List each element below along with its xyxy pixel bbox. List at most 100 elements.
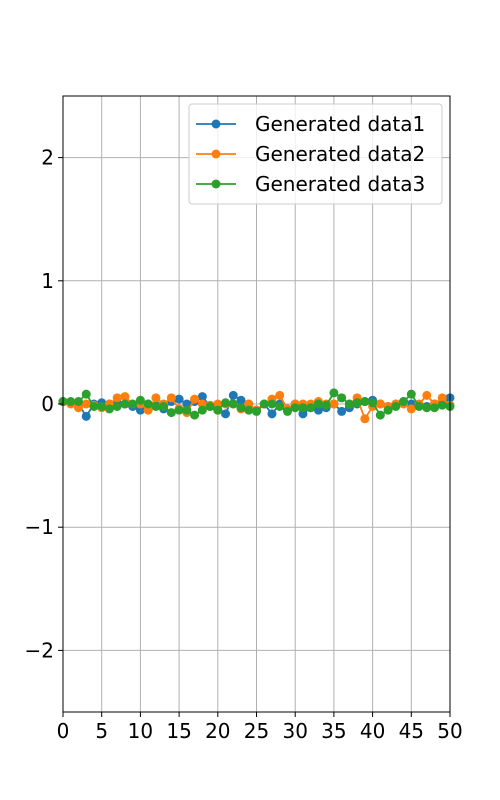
x-tick-label: 20 — [205, 719, 230, 743]
data-point — [135, 405, 145, 415]
data-point — [298, 403, 308, 413]
legend-entry: Generated data2 — [196, 142, 425, 166]
data-point — [213, 405, 223, 415]
data-point — [120, 399, 130, 409]
data-point — [360, 414, 370, 424]
y-tick-label: −2 — [25, 638, 54, 662]
data-point — [221, 398, 231, 408]
data-point — [81, 399, 91, 409]
data-point — [120, 392, 130, 402]
data-point — [159, 401, 169, 411]
data-point — [259, 399, 269, 409]
data-point — [228, 399, 238, 409]
x-tick-label: 45 — [399, 719, 424, 743]
data-point — [430, 403, 440, 413]
data-point — [337, 393, 347, 403]
data-point — [313, 399, 323, 409]
data-point — [174, 405, 184, 415]
x-tick-label: 10 — [128, 719, 153, 743]
data-point — [375, 410, 385, 420]
legend: Generated data1 Generated data2 Generated … — [188, 103, 443, 205]
y-tick-label: 0 — [41, 392, 54, 416]
data-point — [414, 401, 424, 411]
data-point — [97, 401, 107, 411]
data-point — [267, 399, 277, 409]
data-point — [112, 393, 122, 403]
y-tick-label: −1 — [25, 515, 54, 539]
data-point — [406, 404, 416, 414]
data-point — [329, 388, 339, 398]
data-point — [275, 390, 285, 400]
data-point — [282, 406, 292, 416]
x-tick-label: 25 — [244, 719, 269, 743]
data-point — [66, 397, 76, 407]
legend-marker — [211, 149, 221, 159]
series-3 — [58, 388, 455, 420]
data-point — [321, 400, 331, 410]
legend-label: Generated data3 — [255, 172, 425, 196]
x-tick-label: 50 — [437, 719, 462, 743]
x-tick-label: 15 — [166, 719, 191, 743]
data-point — [166, 408, 176, 418]
data-point — [406, 389, 416, 399]
data-point — [104, 404, 114, 414]
data-point — [375, 399, 385, 409]
data-point — [383, 405, 393, 415]
y-axis: −2 −1 0 1 2 — [25, 146, 63, 662]
y-tick-label: 1 — [41, 269, 54, 293]
legend-box — [188, 103, 443, 205]
x-tick-label: 30 — [282, 719, 307, 743]
data-point — [151, 393, 161, 403]
y-tick-label: 2 — [41, 146, 54, 170]
data-point — [143, 405, 153, 415]
data-point — [190, 394, 200, 404]
legend-entry: Generated data1 — [196, 112, 425, 136]
x-tick-label: 35 — [321, 719, 346, 743]
legend-marker — [211, 119, 221, 129]
data-point — [73, 397, 83, 407]
data-point — [89, 401, 99, 411]
legend-entry: Generated data3 — [196, 172, 425, 196]
data-point — [81, 411, 91, 421]
data-point — [252, 406, 261, 416]
data-point — [437, 393, 447, 403]
legend-label: Generated data1 — [255, 112, 425, 136]
data-point — [213, 399, 223, 409]
data-point — [352, 398, 362, 408]
data-point — [298, 409, 308, 419]
data-point — [422, 403, 432, 413]
data-point — [244, 399, 254, 409]
data-point — [205, 401, 215, 411]
data-point — [182, 405, 192, 415]
data-point — [437, 400, 447, 410]
data-point — [244, 405, 254, 415]
x-tick-label: 5 — [95, 719, 108, 743]
data-point — [128, 399, 138, 409]
data-point — [81, 389, 91, 399]
data-point — [73, 403, 83, 413]
x-tick-label: 40 — [360, 719, 385, 743]
data-point — [143, 399, 153, 409]
data-point — [135, 395, 145, 405]
series-layer — [58, 388, 455, 424]
data-point — [360, 397, 370, 407]
data-point — [337, 406, 347, 416]
data-point — [368, 398, 378, 408]
data-point — [290, 403, 300, 413]
data-point — [221, 409, 231, 419]
data-point — [399, 397, 409, 407]
x-tick-label: 0 — [57, 719, 70, 743]
data-point — [197, 399, 207, 409]
data-point — [344, 399, 354, 409]
data-point — [228, 390, 238, 400]
data-point — [391, 401, 401, 411]
data-point — [422, 390, 432, 400]
data-point — [329, 399, 339, 409]
data-point — [236, 395, 246, 405]
legend-marker — [211, 179, 221, 189]
legend-label: Generated data2 — [255, 142, 425, 166]
data-point — [182, 399, 192, 409]
data-point — [306, 403, 316, 413]
data-point — [267, 409, 277, 419]
